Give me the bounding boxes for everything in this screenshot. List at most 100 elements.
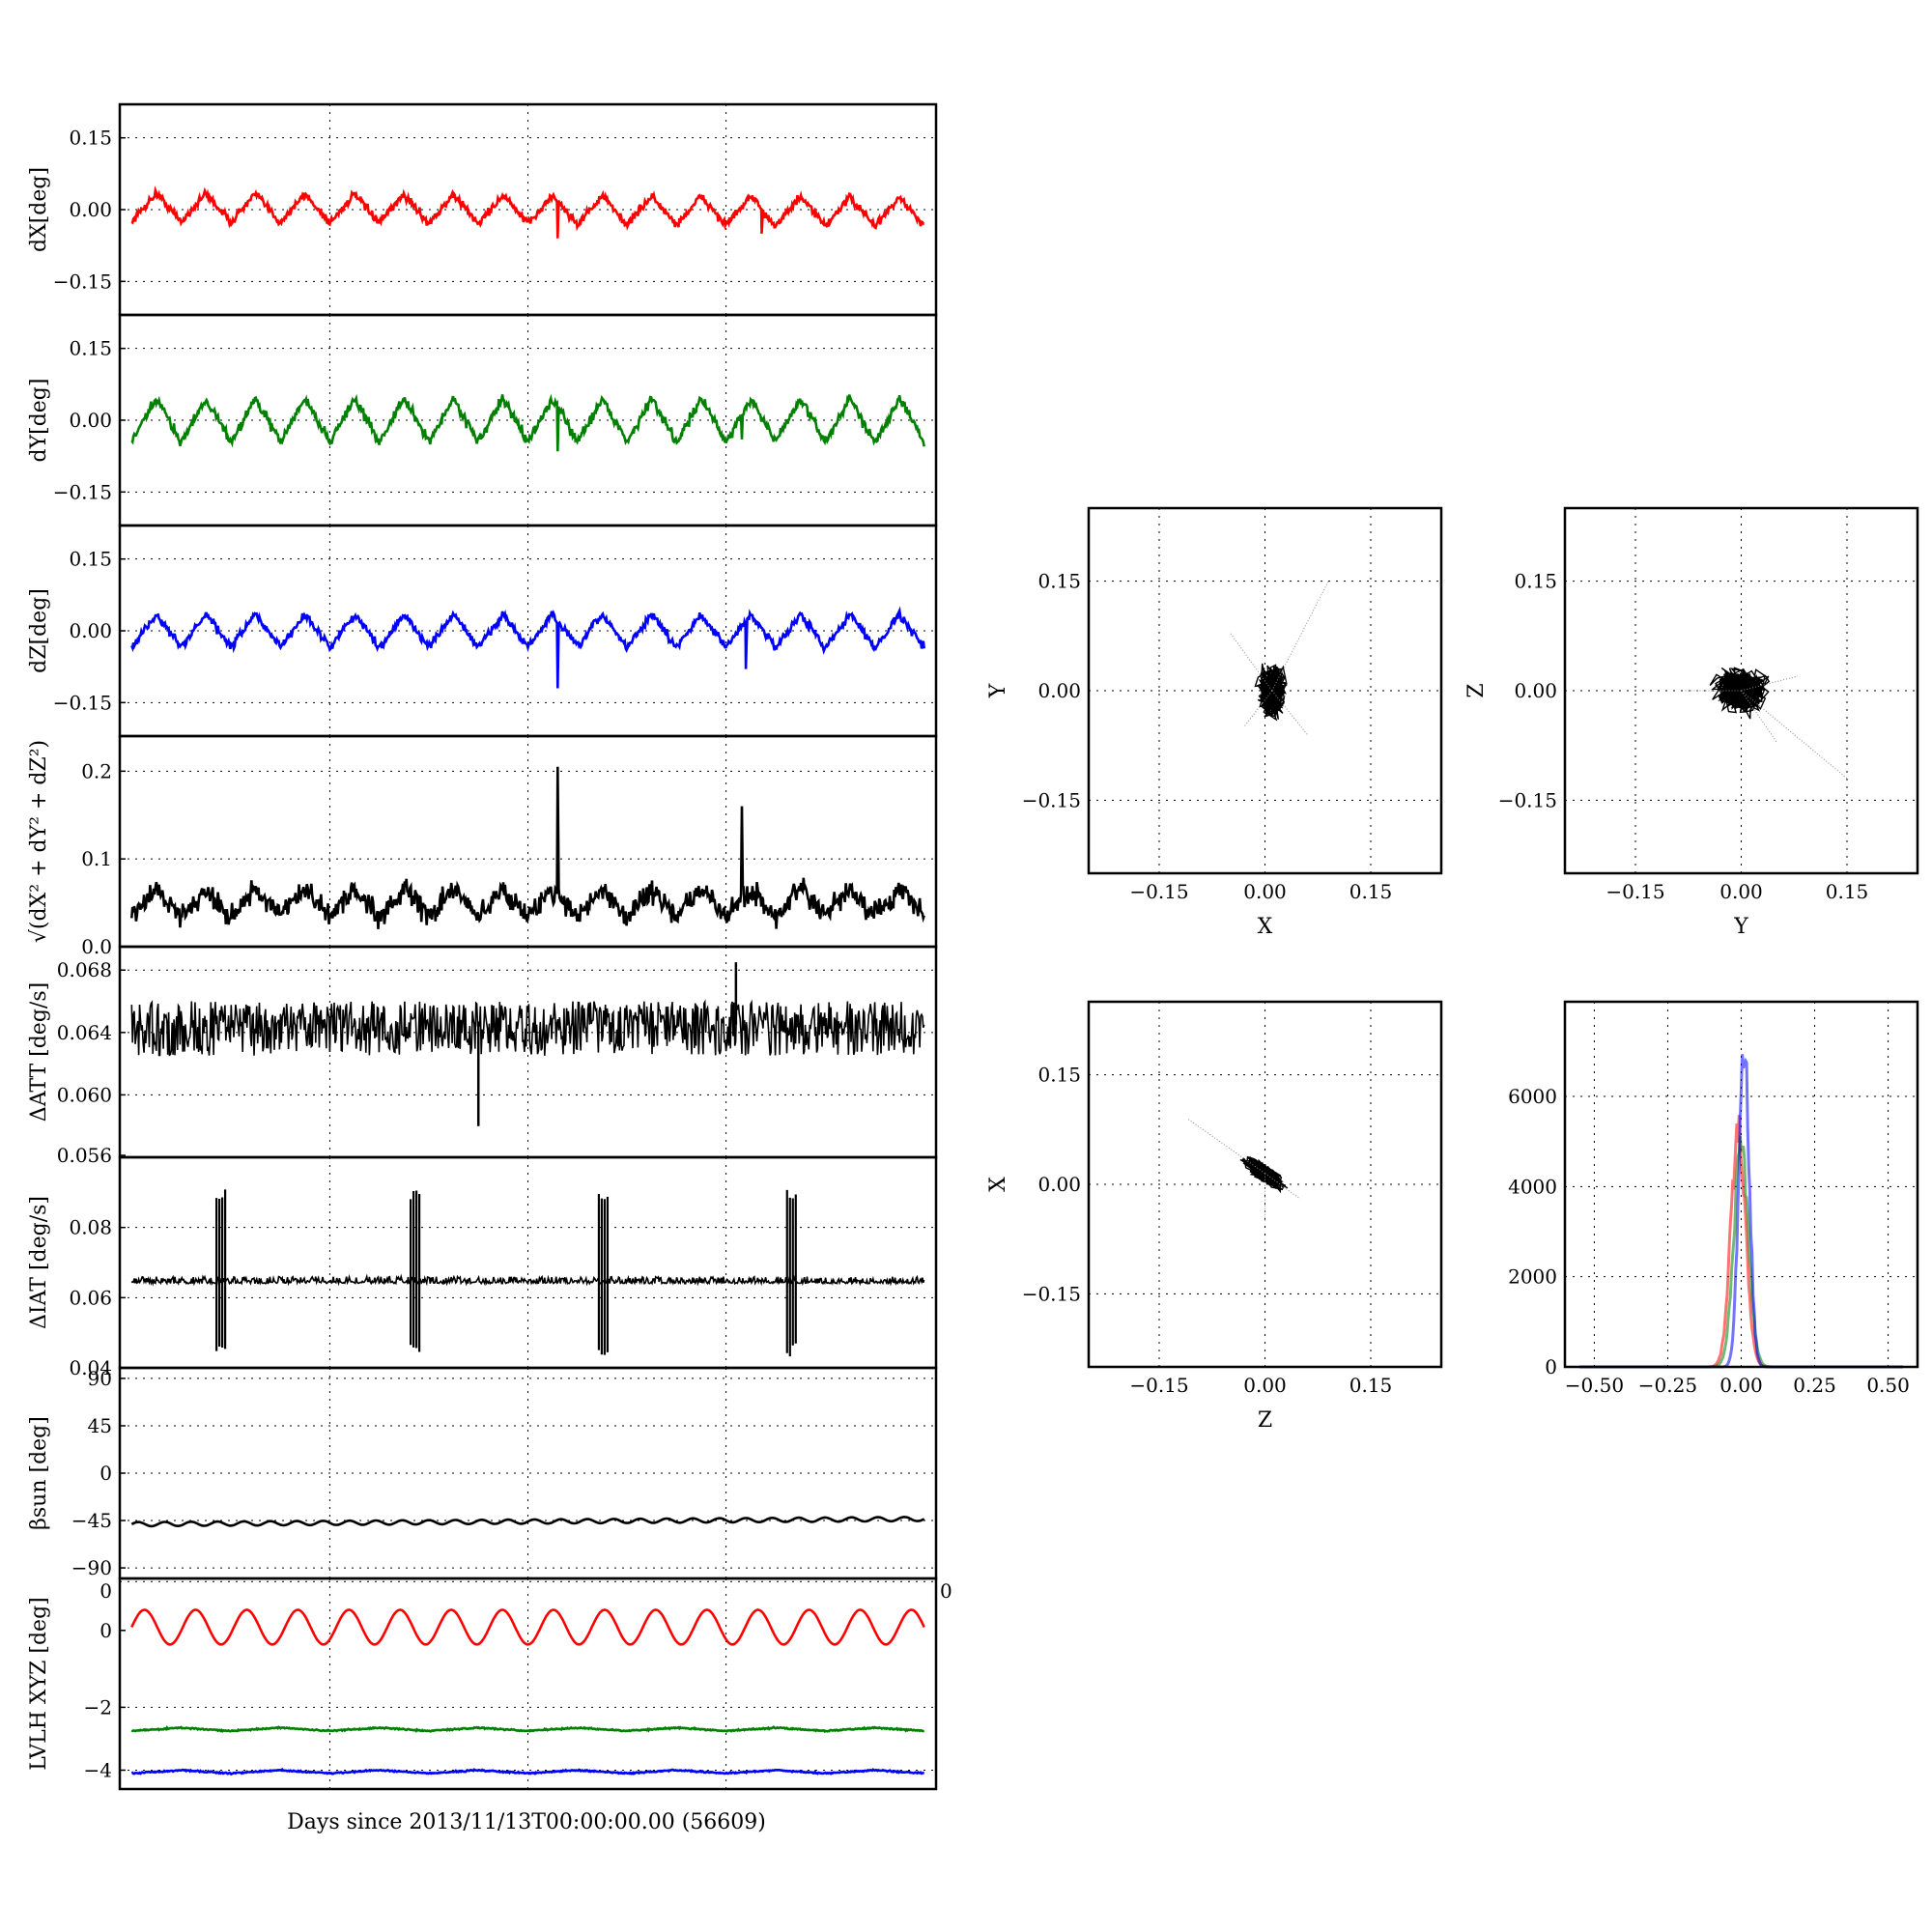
series-line-0 <box>130 393 925 452</box>
ytick-label-top: 0 <box>99 1579 112 1603</box>
outlier-trace-2 <box>1243 690 1273 728</box>
series-line-0 <box>130 1608 925 1646</box>
xtick-label: 0.00 <box>1719 1374 1763 1397</box>
series-line-2 <box>130 1767 924 1776</box>
burst-2 <box>597 1194 610 1355</box>
panel-ts-lvlh: 0 −2 −4 0 0 LVLH XYZ [deg] <box>27 1577 952 1791</box>
ylabel: LVLH XYZ [deg] <box>27 1597 51 1771</box>
axes-frame <box>118 1577 938 1791</box>
ytick-label: 0.0 <box>81 935 112 958</box>
series-line-0 <box>130 1516 925 1528</box>
xtick-label: 0.15 <box>1350 1374 1393 1397</box>
xtick-label: −0.50 <box>1565 1374 1624 1397</box>
outlier-trace-2 <box>1741 675 1799 692</box>
ylabel: √(dX² + dY² + dZ²) <box>27 740 51 943</box>
panel-scatter-zx: −0.15 0.00 0.15 0.15 0.00 −0.15 Z X <box>986 1000 1443 1433</box>
ytick-label: 0 <box>99 1462 112 1485</box>
series-line-0 <box>130 999 925 1057</box>
ytick-label: 2000 <box>1508 1265 1557 1289</box>
ytick-label: 0.060 <box>57 1083 112 1106</box>
ytick-label: −2 <box>84 1695 112 1719</box>
xtick-label-right: 0 <box>940 1579 952 1603</box>
panel-ts-dmag: 0.2 0.1 0.0 √(dX² + dY² + dZ²) <box>27 734 938 958</box>
panel-ts-beta: 90 45 0 −45 −90 βsun [deg] <box>27 1366 938 1580</box>
ylabel: dZ[deg] <box>27 588 51 673</box>
ytick-label: 0.00 <box>69 198 112 221</box>
ytick-label: −0.15 <box>1022 788 1081 811</box>
xtick-label: 0.15 <box>1826 880 1869 903</box>
outlier-trace-0 <box>1741 690 1848 780</box>
ylabel: βsun [deg] <box>27 1416 51 1530</box>
xtick-label: 0.25 <box>1793 1374 1836 1397</box>
outlier-trace-3 <box>1271 690 1308 735</box>
ytick-label: 0.15 <box>69 127 112 150</box>
ytick-label: 0.056 <box>57 1144 112 1167</box>
histogram-line-0 <box>1579 1115 1903 1369</box>
ytick-label: 0.064 <box>57 1021 112 1044</box>
ylabel: ΔIAT [deg/s] <box>27 1196 51 1329</box>
ytick-label: 0.1 <box>81 847 112 870</box>
ytick-label: −0.15 <box>53 691 112 714</box>
ytick-label: −4 <box>84 1758 112 1781</box>
ytick-label: 90 <box>88 1367 112 1390</box>
ytick-label: 0.00 <box>1037 1173 1081 1196</box>
burst-1 <box>409 1190 421 1352</box>
ylabel: dY[deg] <box>27 379 51 463</box>
scatter-trace <box>1254 663 1288 722</box>
ytick-label: 45 <box>88 1414 112 1437</box>
ytick-label: 0 <box>99 1619 112 1642</box>
xtick-label: 0.00 <box>1719 880 1763 903</box>
panel-scatter-xy: −0.15 0.00 0.15 0.15 0.00 −0.15 X Y <box>986 506 1443 939</box>
axes-frame <box>1563 1000 1919 1369</box>
outlier-trace-1 <box>1229 632 1273 692</box>
xtick-label: −0.25 <box>1638 1374 1697 1397</box>
ytick-label: −90 <box>71 1556 112 1579</box>
ytick-label: 0.00 <box>69 409 112 432</box>
panel-scatter-zy: −0.15 0.00 0.15 0.15 0.00 −0.15 Y Z <box>1464 506 1919 939</box>
panel-ts-datt: 0.068 0.064 0.060 0.056 ΔATT [deg/s] <box>27 945 938 1167</box>
series-line-1 <box>130 1725 924 1734</box>
ytick-label: 0.00 <box>1037 679 1081 702</box>
outlier-trace-0 <box>1186 1118 1265 1175</box>
burst-3 <box>785 1189 797 1357</box>
ytick-label: 0.00 <box>1514 679 1557 702</box>
ytick-label: 0 <box>1545 1355 1557 1378</box>
scatter-trace <box>1239 1155 1289 1194</box>
ytick-label: −0.15 <box>53 270 112 293</box>
axes-frame <box>1087 1000 1443 1369</box>
ytick-label: −0.15 <box>1022 1282 1081 1305</box>
ytick-label: −0.15 <box>1498 788 1557 811</box>
series-line-0 <box>130 185 924 239</box>
ytick-label: −0.15 <box>53 480 112 503</box>
outlier-trace-0 <box>1271 581 1329 692</box>
ylabel: Z <box>1464 683 1489 697</box>
series-line-0 <box>130 766 925 929</box>
xtick-label: 0.00 <box>1243 1374 1287 1397</box>
burst-0 <box>214 1189 227 1351</box>
ytick-label: 0.06 <box>69 1286 112 1309</box>
ytick-label: 0.04 <box>69 1356 112 1379</box>
ytick-label: 6000 <box>1508 1085 1557 1108</box>
ytick-label: 0.00 <box>69 619 112 642</box>
ylabel: ΔATT [deg/s] <box>27 982 51 1122</box>
series-line-0 <box>130 606 925 689</box>
xlabel: Z <box>1258 1408 1272 1433</box>
xtick-label: 0.15 <box>1350 880 1393 903</box>
ytick-label: 0.15 <box>1037 1064 1081 1087</box>
series-line-0 <box>130 1273 925 1287</box>
xtick-label: −0.15 <box>1129 880 1188 903</box>
xtick-label: −0.15 <box>1129 1374 1188 1397</box>
panel-ts-diat: 0.08 0.06 0.04 ΔIAT [deg/s] <box>27 1155 938 1379</box>
xlabel: Y <box>1733 915 1748 939</box>
xtick-label: 0.00 <box>1243 880 1287 903</box>
ytick-label: −45 <box>71 1509 112 1532</box>
panel-histogram: −0.50 −0.25 0.00 0.25 0.50 6000 4000 2000 0 <box>1508 1000 1919 1397</box>
ylabel: Y <box>986 683 1010 698</box>
xtick-label: −0.15 <box>1605 880 1664 903</box>
ytick-label: 0.15 <box>1037 570 1081 593</box>
axes-frame <box>1087 506 1443 875</box>
